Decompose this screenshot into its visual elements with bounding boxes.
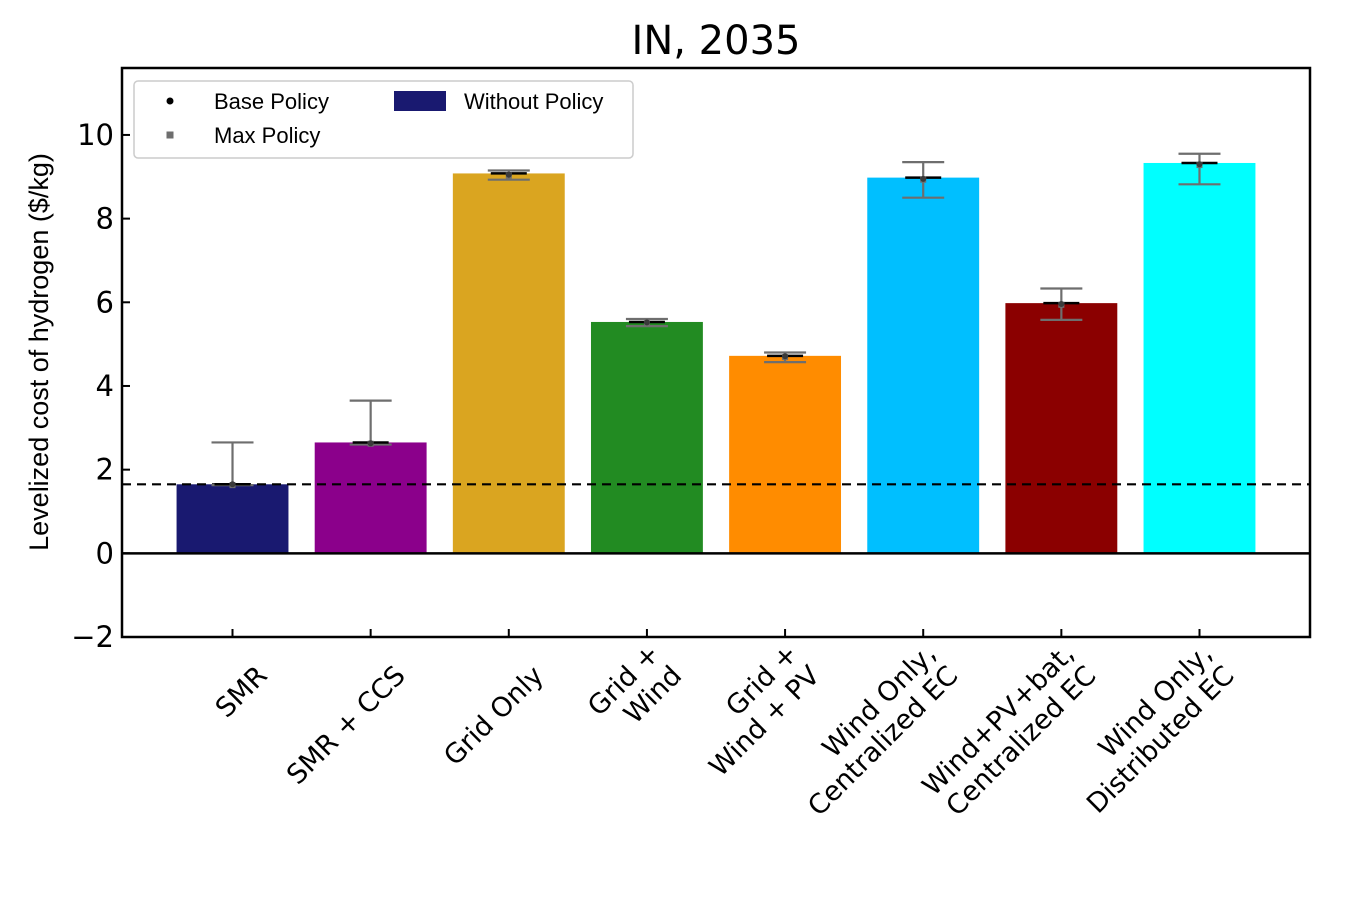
y-axis-label: Levelized cost of hydrogen ($/kg)	[24, 153, 54, 551]
base-policy-point	[1058, 300, 1065, 307]
axes-frame	[120, 66, 1312, 639]
legend-marker-base-policy	[166, 97, 174, 105]
y-tick-label: 2	[96, 453, 114, 487]
base-policy-point	[229, 481, 236, 488]
legend-label: Base Policy	[214, 89, 329, 114]
legend-box	[133, 80, 634, 159]
base-policy-point	[1196, 161, 1203, 168]
plot-area: −2 0 2 4 6 8 10 SMR SMR + CCS Grid Only Grid +Wind…	[71, 66, 1312, 822]
base-policy-point	[782, 353, 789, 360]
bar	[1005, 303, 1118, 554]
y-tick-label: 8	[96, 202, 114, 236]
y-tick-label: 4	[96, 369, 114, 403]
bar	[590, 321, 703, 554]
y-tick-label: 10	[77, 118, 114, 152]
bar	[452, 173, 565, 554]
x-tick-label: Grid +Wind + PV	[682, 638, 827, 783]
x-tick-label-line: SMR + CCS	[281, 660, 412, 791]
legend: Base Policy Max Policy Without Policy	[133, 80, 634, 159]
x-tick-label: SMR + CCS	[281, 660, 412, 791]
y-tick-label: 6	[96, 285, 114, 319]
bar	[314, 442, 427, 554]
bar	[729, 355, 842, 554]
x-tick-label: SMR	[210, 660, 274, 724]
x-tick-label-line: SMR	[210, 660, 274, 724]
y-tick-label: −2	[71, 620, 114, 654]
base-policy-point	[920, 175, 927, 182]
x-tick-label: Grid Only	[438, 660, 550, 772]
base-policy-point	[367, 440, 374, 447]
legend-label: Max Policy	[214, 123, 320, 148]
bar	[1143, 162, 1256, 554]
legend-marker-without-policy	[394, 91, 446, 111]
legend-marker-max-policy	[166, 131, 174, 139]
bar	[867, 177, 980, 554]
base-policy-point	[505, 171, 512, 178]
x-tick-label: Grid +Wind	[582, 638, 688, 744]
legend-label: Without Policy	[464, 89, 603, 114]
bar	[176, 484, 289, 554]
y-tick-label: 0	[96, 536, 114, 570]
x-tick-label-line: Grid Only	[438, 660, 550, 772]
chart-title: IN, 2035	[632, 18, 801, 64]
base-policy-point	[643, 319, 650, 326]
x-tick-label: Wind Only,Distributed EC	[1059, 638, 1240, 819]
